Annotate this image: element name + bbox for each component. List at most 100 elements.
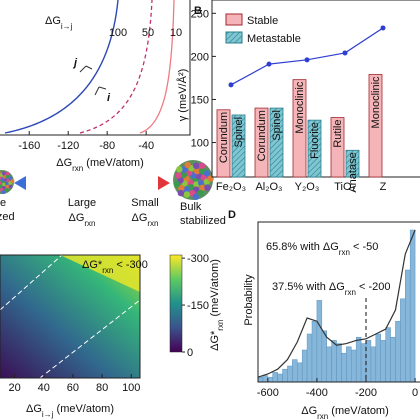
curve-label: 50 — [142, 27, 154, 39]
annotation: ΔG*rxn < -300 — [82, 259, 148, 275]
panel-a-frame — [0, 0, 191, 136]
schematic-label: Large — [68, 197, 96, 209]
colorbar-tick-label: 0 — [187, 347, 193, 359]
histogram-bar — [360, 343, 367, 383]
legend-label: Stable — [247, 15, 278, 27]
plot-frame — [257, 221, 420, 383]
particle-atom — [0, 181, 3, 186]
legend-label: Metastable — [247, 33, 301, 45]
particle-atom — [199, 184, 206, 192]
line-marker — [380, 25, 386, 31]
bar — [307, 119, 322, 178]
x-tick-label: Fe₂O₃ — [216, 181, 246, 193]
bracket — [79, 65, 93, 73]
path-label: i — [107, 92, 111, 104]
histogram-bar — [297, 362, 303, 383]
x-tick-label: Y₂O₃ — [295, 181, 320, 193]
particle-atom — [178, 184, 185, 192]
legend-title-part: i→j — [61, 22, 73, 31]
curve-label: 100 — [109, 27, 127, 39]
particle-atom — [193, 181, 200, 188]
schematic-label-part: rxn — [147, 219, 158, 228]
schematic-label: e — [0, 197, 6, 209]
particle-atom — [3, 177, 8, 182]
bar-label: Monoclinic — [294, 81, 306, 133]
x-axis-label-part: (meV/atom) — [53, 403, 114, 415]
x-tick-label: -160 — [18, 140, 40, 152]
curve — [139, 0, 175, 134]
histogram-bar — [395, 320, 401, 383]
curve — [4, 0, 119, 134]
x-tick-label: -120 — [57, 140, 79, 152]
annotation-part: 65.8% with ΔG — [266, 241, 339, 253]
particle-atom — [2, 174, 7, 179]
histogram-bar — [292, 359, 298, 383]
particle-atom — [4, 187, 9, 192]
histogram-bar — [287, 365, 293, 383]
bar — [269, 107, 284, 178]
x-tick-label: -600 — [257, 387, 279, 399]
colorbar-tick-label: -150 — [187, 300, 209, 312]
x-axis-label-part: ΔG — [26, 403, 42, 415]
bar — [254, 107, 269, 178]
particle-atom — [203, 170, 211, 177]
x-tick-label: -40 — [138, 140, 154, 152]
x-tick-label: 60 — [67, 382, 79, 394]
particle-atom — [175, 172, 182, 179]
arrow-head — [158, 176, 170, 190]
annotation: 65.8% with ΔGrxn < -50 — [266, 241, 378, 257]
histogram-bar — [267, 376, 273, 383]
y-tick-label: 150 — [191, 94, 209, 106]
particle-atom — [183, 191, 191, 198]
x-tick-label: -400 — [306, 387, 328, 399]
bar — [216, 109, 231, 178]
schematic-label: lized — [0, 211, 15, 223]
particle-atom — [183, 186, 190, 193]
x-tick-label: 0 — [412, 387, 418, 399]
y-axis-label: γ (meV/Å²) — [176, 69, 189, 122]
colorbar — [169, 254, 183, 353]
particle-atom — [8, 184, 13, 189]
x-tick-label: 80 — [96, 382, 108, 394]
legend-title: ΔGi→j — [45, 15, 73, 31]
bar-label: Spinel — [233, 117, 245, 148]
particle-atom — [176, 166, 183, 173]
particle-atom — [1, 190, 6, 195]
bracket — [94, 86, 107, 96]
schematic-label: ΔGrxn — [68, 212, 95, 228]
panel-label: D — [228, 209, 236, 221]
x-axis-label: ΔGi→j (meV/atom) — [26, 403, 114, 419]
colorbar-label-part: rxn — [216, 320, 225, 331]
x-axis-label-part: i→j — [42, 410, 54, 419]
particle-atom — [193, 162, 200, 170]
particle-atom — [5, 171, 10, 176]
path-label: j — [72, 57, 78, 69]
schematic-label-part: ΔG — [68, 212, 84, 224]
particle-atom — [197, 189, 204, 197]
histogram-bar — [311, 320, 318, 383]
y-tick-label: 100 — [191, 138, 209, 150]
histogram-bar — [277, 373, 283, 383]
x-axis-label: ΔGrxn (meV/atom) — [56, 157, 144, 173]
histogram-bar — [400, 298, 406, 383]
line-marker — [266, 61, 272, 67]
particle-atom — [0, 171, 1, 175]
colorbar-label-part: ΔG* — [209, 330, 221, 351]
x-axis-label-part: ΔG — [56, 157, 72, 169]
schematic-label: Small — [131, 197, 159, 209]
colorbar-label: ΔG*rxn (meV/atom) — [209, 259, 225, 351]
x-axis-label: ΔGrxn (meV/atom) — [301, 405, 389, 420]
histogram-bar — [346, 346, 352, 383]
x-tick-label: 40 — [38, 382, 50, 394]
bar — [345, 149, 360, 178]
particle-atom — [207, 175, 214, 182]
bar-label: Anatase — [347, 152, 359, 192]
x-tick-label: Z — [380, 181, 387, 193]
x-axis-label-part: ΔG — [301, 405, 317, 417]
histogram-bar — [262, 375, 269, 383]
histogram-bar — [385, 327, 391, 383]
particle-atom — [173, 181, 181, 188]
arrow-head — [14, 176, 26, 190]
histogram-bar — [331, 340, 337, 383]
